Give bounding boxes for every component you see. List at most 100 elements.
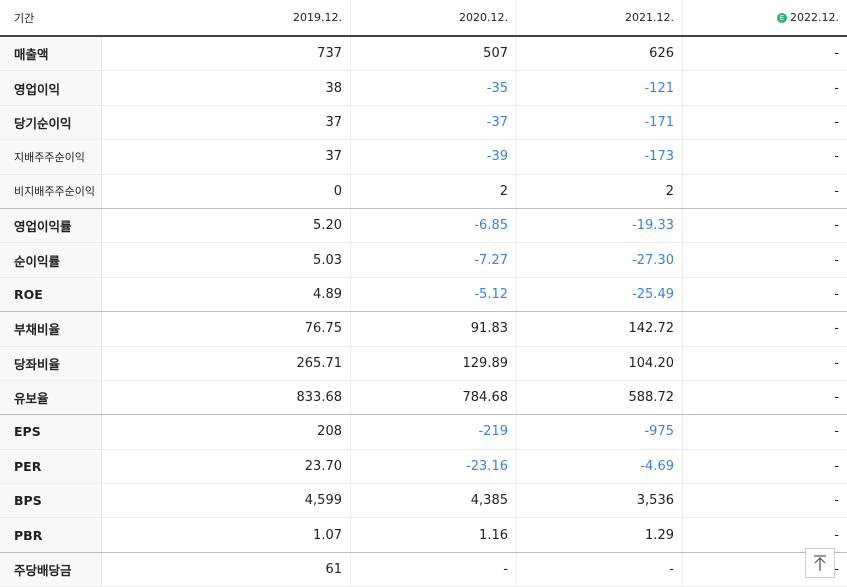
data-row: 유보율 833.68 784.68 588.72- [0, 380, 847, 416]
value-cell: - [682, 105, 847, 140]
value-cell: 4.89 [313, 286, 342, 302]
row-label: 당기순이익 [0, 105, 102, 140]
row-label: 부채비율 [0, 312, 102, 346]
value-cell: - [682, 346, 847, 380]
data-row: 순이익률 5.03 -7.27 -27.30- [0, 243, 847, 278]
value-cell: - [682, 380, 847, 415]
value-cell: 1.29 [516, 518, 682, 552]
row-label: 영업이익률 [0, 208, 102, 243]
data-row: ROE 4.89 -5.12 -25.49- [0, 277, 847, 313]
value-cell: -7.27 [350, 243, 516, 277]
value-cell: -5.12 [350, 277, 516, 312]
data-row: PER 23.70 -23.16 -4.69- [0, 449, 847, 485]
value-cell: 507 [350, 37, 516, 71]
value-cell: 737 [317, 46, 342, 62]
value-cell: 588.72 [516, 380, 682, 415]
row-label: ROE [0, 277, 102, 312]
arrow-icon [814, 555, 826, 571]
value-cell: 76.75 [304, 321, 342, 337]
data-row: 당좌비율 265.71 129.89 104.20- [0, 346, 847, 381]
value-cell: - [682, 37, 847, 71]
value-cell: 4,385 [350, 484, 516, 518]
value-cell: 208 [317, 424, 342, 440]
row-label: 당좌비율 [0, 346, 102, 380]
value-cell: 91.83 [350, 312, 516, 346]
value-cell: -39 [350, 140, 516, 174]
row-label: BPS [0, 484, 102, 518]
value-cell: 2 [516, 174, 682, 208]
value-cell: - [682, 552, 847, 587]
value-cell: -173 [516, 140, 682, 174]
value-cell: 142.72 [516, 312, 682, 346]
value-cell: - [682, 484, 847, 518]
value-cell: - [682, 449, 847, 484]
value-cell: -37 [350, 105, 516, 140]
value-cell: 784.68 [350, 380, 516, 415]
data-row: PBR 1.07 1.16 1.29- [0, 518, 847, 553]
row-label: PBR [0, 518, 102, 552]
value-cell: 61 [325, 562, 342, 578]
value-cell: 104.20 [516, 346, 682, 380]
value-cell: - [682, 312, 847, 346]
header-row: 기간 2019.12. 2020.12. 2021.12. E 2022.12. [0, 0, 847, 37]
data-row: 당기순이익 37 -37 -171- [0, 105, 847, 141]
value-cell: 1.07 [313, 527, 342, 543]
row-label: 영업이익 [0, 71, 102, 105]
row-label: 주당배당금 [0, 552, 102, 587]
estimate-badge: E [777, 12, 788, 23]
value-cell: 37 [325, 114, 342, 130]
data-row: 영업이익 38 -35 -121- [0, 71, 847, 106]
value-cell: - [682, 208, 847, 243]
value-cell: -121 [516, 71, 682, 105]
data-row: 지배주주순이익 37 -39 -173- [0, 140, 847, 175]
period: 2021.12. [625, 11, 674, 24]
value-cell: - [350, 552, 516, 587]
value-cell: -219 [350, 415, 516, 449]
value-cell: 265.71 [296, 355, 343, 371]
data-row: EPS 208 -219 -975- [0, 415, 847, 450]
value-cell: -25.49 [516, 277, 682, 312]
period: 2019.12. [293, 11, 342, 24]
data-row: 비지배주주순이익 0 2 2- [0, 174, 847, 209]
value-cell: -35 [350, 71, 516, 105]
data-row: 영업이익률 5.20 -6.85 -19.33- [0, 208, 847, 244]
value-cell: 129.89 [350, 346, 516, 380]
value-cell: 0 [333, 183, 342, 199]
row-label: 지배주주순이익 [0, 140, 102, 174]
data-row: 부채비율 76.75 91.83 142.72- [0, 312, 847, 347]
value-cell: 5.03 [313, 252, 342, 268]
value-cell: -975 [516, 415, 682, 449]
value-cell: - [682, 518, 847, 552]
value-cell: -19.33 [516, 208, 682, 243]
value-cell: 38 [325, 80, 342, 96]
value-cell: 3,536 [516, 484, 682, 518]
value-cell: - [682, 174, 847, 208]
value-cell: -27.30 [516, 243, 682, 277]
value-cell: 5.20 [313, 218, 342, 234]
data-row: BPS 4,599 4,385 3,536- [0, 484, 847, 519]
value-cell: - [682, 243, 847, 277]
header-cell: E 2022.12. [682, 0, 847, 35]
value-cell: -4.69 [516, 449, 682, 484]
row-label: EPS [0, 415, 102, 449]
value-cell: 626 [516, 37, 682, 71]
header-cell: 2021.12. [516, 0, 682, 35]
value-cell: 2 [350, 174, 516, 208]
value-cell: - [516, 552, 682, 587]
value-cell: -6.85 [350, 208, 516, 243]
value-cell: -23.16 [350, 449, 516, 484]
value-cell: 37 [325, 149, 342, 165]
row-label: 유보율 [0, 380, 102, 415]
value-cell: -171 [516, 105, 682, 140]
value-cell: - [682, 71, 847, 105]
period: 2022.12. [790, 11, 839, 24]
value-cell: 4,599 [304, 493, 342, 509]
value-cell: 833.68 [296, 390, 343, 406]
row-label: PER [0, 449, 102, 484]
row-label: 비지배주주순이익 [0, 174, 102, 208]
row-label: 매출액 [0, 37, 102, 71]
header-cell: 2019.12. [102, 0, 350, 35]
scroll-top-button[interactable] [805, 548, 835, 578]
row-label: 순이익률 [0, 243, 102, 277]
